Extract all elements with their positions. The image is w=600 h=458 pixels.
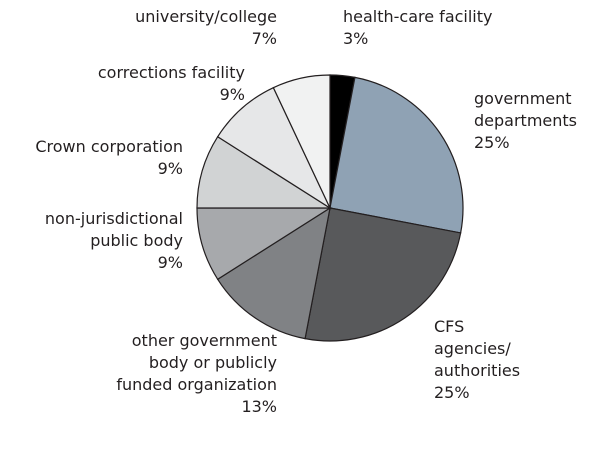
value-label: 7%: [251, 29, 277, 48]
value-label: 25%: [434, 383, 470, 402]
value-label: 9%: [219, 85, 245, 104]
value-label: 9%: [157, 159, 183, 178]
category-label: health-care facility: [343, 7, 493, 26]
category-label: CFS agencies/ authorities: [434, 317, 521, 380]
pie-slice: [216, 206, 331, 340]
pie-slice: [272, 74, 331, 209]
category-label: non-jurisdictional public body: [44, 209, 183, 250]
category-label: university/college: [135, 7, 277, 26]
category-label: government departments: [474, 89, 577, 130]
value-label: 13%: [241, 397, 277, 416]
slice-label: health-care facility 3%: [343, 6, 543, 50]
category-label: Crown corporation: [35, 137, 183, 156]
slice-label: government departments 25%: [474, 88, 600, 154]
slice-label: corrections facility 9%: [45, 62, 245, 106]
category-label: other government body or publicly funded…: [116, 331, 277, 394]
pie-slice: [329, 76, 464, 234]
value-label: 25%: [474, 133, 510, 152]
category-label: corrections facility: [97, 63, 245, 82]
slice-label: other government body or publicly funded…: [97, 330, 277, 418]
slice-label: non-jurisdictional public body 9%: [3, 208, 183, 274]
slice-label: Crown corporation 9%: [3, 136, 183, 180]
pie-slice: [304, 207, 462, 342]
value-label: 9%: [157, 253, 183, 272]
slice-label: university/college 7%: [117, 6, 277, 50]
slice-label: CFS agencies/ authorities 25%: [434, 316, 544, 404]
value-label: 3%: [343, 29, 369, 48]
